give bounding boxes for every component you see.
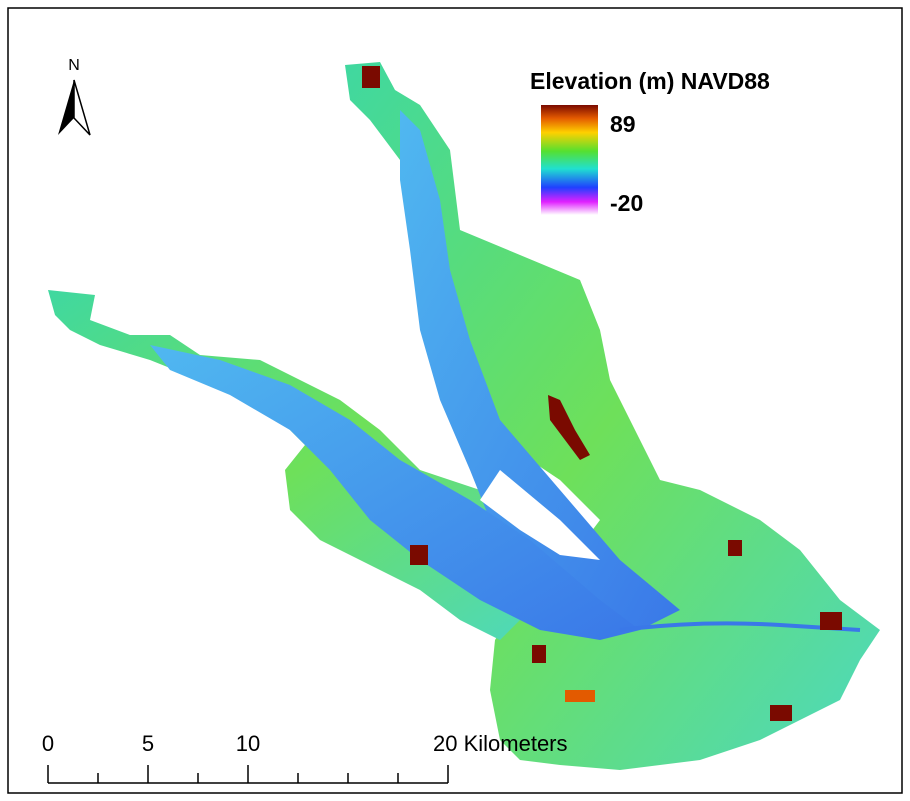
legend-title: Elevation (m) NAVD88 [530, 68, 770, 94]
north-label: N [68, 57, 80, 74]
scale-label: 10 [236, 731, 260, 756]
legend-max: 89 [610, 111, 636, 137]
map: N Elevation (m) NAVD88 89 -20 0 5 10 20 … [0, 0, 910, 801]
legend-min: -20 [610, 190, 643, 216]
scale-label: 20 Kilometers [433, 731, 568, 756]
scale-label: 0 [42, 731, 54, 756]
scale-label: 5 [142, 731, 154, 756]
color-ramp [541, 105, 598, 215]
